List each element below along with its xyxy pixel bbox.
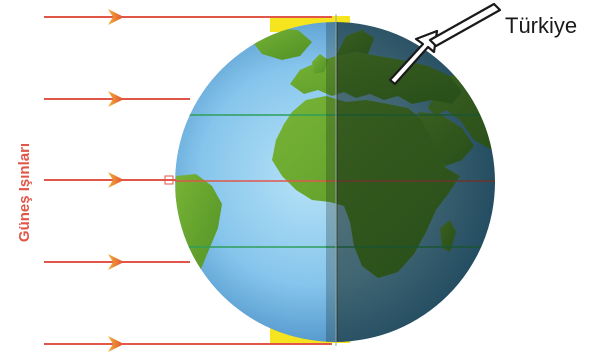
- arrow-right-icon: [108, 91, 124, 107]
- country-label: Türkiye: [505, 13, 578, 38]
- arrow-right-icon: [108, 336, 124, 352]
- ray-contact-marker: [164, 175, 174, 185]
- arrow-right-icon: [108, 172, 124, 188]
- terminator-soft-edge: [326, 22, 338, 342]
- arrow-right-icon: [108, 9, 124, 25]
- sun-ray: [44, 336, 332, 352]
- sun-ray: [44, 91, 190, 107]
- sun-ray: [44, 254, 190, 270]
- night-side-shade: [336, 22, 495, 342]
- sun-rays-label: Güneş Işınları: [8, 116, 42, 268]
- sun-rays-label-text: Güneş Işınları: [16, 142, 34, 242]
- sun-rays: [44, 9, 332, 352]
- sun-ray: [44, 172, 176, 188]
- sun-ray: [44, 9, 332, 25]
- arrow-right-icon: [108, 254, 124, 270]
- globe: [175, 22, 495, 342]
- pointer-arrow-tail: [428, 2, 502, 48]
- landmass-british-isles: [312, 54, 328, 74]
